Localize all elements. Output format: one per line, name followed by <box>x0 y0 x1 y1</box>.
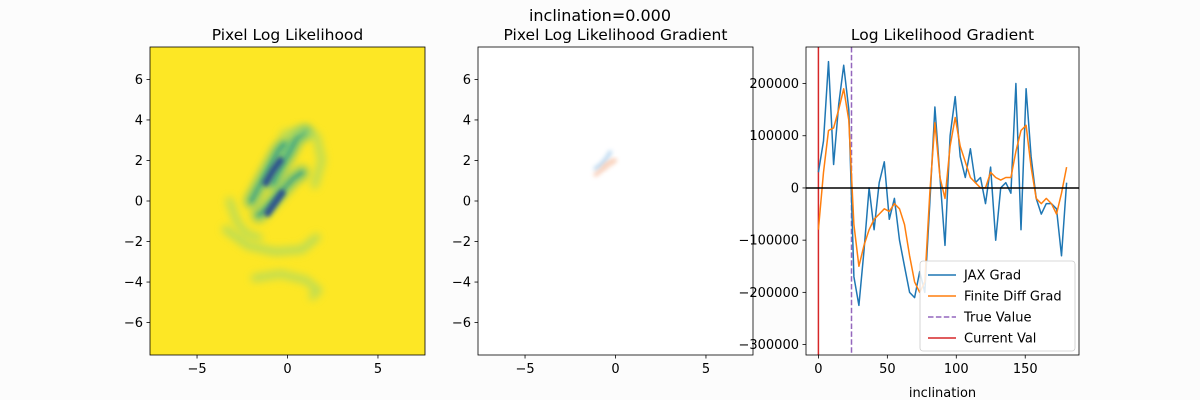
legend-label: Finite Diff Grad <box>964 290 1062 305</box>
y-tick-label: −6 <box>124 316 143 331</box>
heatmap-feature-arc <box>225 197 263 242</box>
x-tick-label: 0 <box>283 362 291 377</box>
plot-body <box>593 150 618 177</box>
heatmap-feature-core <box>262 157 284 187</box>
figure-suptitle: inclination=0.000 <box>529 6 671 25</box>
plot-area <box>150 47 425 355</box>
x-tick-label: −5 <box>515 362 534 377</box>
plot-frame <box>805 46 1080 356</box>
legend-label: JAX Grad <box>963 269 1021 284</box>
pixel-log-likelihood-gradient-panel: −5 0 5 −6 −4 −2 0 2 4 6 Pixel Log Likelihood Gradi… <box>452 26 754 377</box>
y-tick-label: −4 <box>452 276 471 291</box>
pixel-log-likelihood-panel: −5 0 5 −6 −4 −2 0 2 4 6 Pixel Log Likelihood <box>124 26 426 377</box>
y-tick-label: 100000 <box>749 129 799 144</box>
y-tick-label: −2 <box>124 235 143 250</box>
x-tick-label: 150 <box>1013 362 1038 377</box>
y-tick-label: 2 <box>463 154 471 169</box>
log-likelihood-gradient-panel: 0 50 100 150 −300000 −200000 −100000 0 100000 200… <box>738 26 1080 400</box>
heatmap-feature-arc <box>250 269 323 301</box>
y-tick-label: −100000 <box>738 234 799 249</box>
legend: JAX Grad Finite Diff Grad True Value Curren… <box>919 260 1076 352</box>
y-tick-label: −200000 <box>738 286 799 301</box>
heatmap-feature-band-core <box>249 142 286 203</box>
heatmap-feature-core <box>264 189 286 217</box>
panel-title: Pixel Log Likelihood <box>212 26 364 44</box>
legend-label: Current Val <box>964 332 1036 347</box>
x-tick-label: 50 <box>879 362 896 377</box>
x-tick-label: 5 <box>702 362 710 377</box>
panel-title: Pixel Log Likelihood Gradient <box>504 26 728 44</box>
y-tick-label: −2 <box>452 235 471 250</box>
y-tick-label: 0 <box>463 195 471 210</box>
heatmap-feature-band-core <box>271 130 308 185</box>
x-tick-label: 100 <box>944 362 969 377</box>
series-line-jax-grad <box>817 60 1068 307</box>
x-axis-label: inclination <box>909 386 976 400</box>
y-tick-label: 6 <box>135 73 143 88</box>
x-tick-label: 5 <box>374 362 382 377</box>
panel-title: Log Likelihood Gradient <box>851 26 1034 44</box>
y-tick-label: 0 <box>791 181 799 196</box>
y-tick-label: 4 <box>135 113 143 128</box>
legend-label: True Value <box>963 311 1031 326</box>
y-tick-label: 4 <box>463 113 471 128</box>
x-tick-label: 0 <box>611 362 619 377</box>
gradient-feature-negative <box>602 158 618 171</box>
plot-area <box>478 47 753 355</box>
gradient-feature-positive <box>593 150 613 171</box>
y-tick-label: 200000 <box>749 77 799 92</box>
y-tick-label: −6 <box>452 316 471 331</box>
y-tick-label: 6 <box>463 73 471 88</box>
heatmap-feature-arc <box>279 126 326 189</box>
y-tick-label: 0 <box>135 195 143 210</box>
y-tick-label: 2 <box>135 154 143 169</box>
y-tick-label: −300000 <box>738 338 799 353</box>
plot-body <box>806 47 1079 355</box>
heatmap-feature-arc <box>222 225 321 256</box>
x-tick-label: 0 <box>814 362 822 377</box>
plot-body <box>222 125 326 301</box>
x-tick-label: −5 <box>187 362 206 377</box>
legend-box <box>919 260 1076 352</box>
y-tick-label: −4 <box>124 276 143 291</box>
